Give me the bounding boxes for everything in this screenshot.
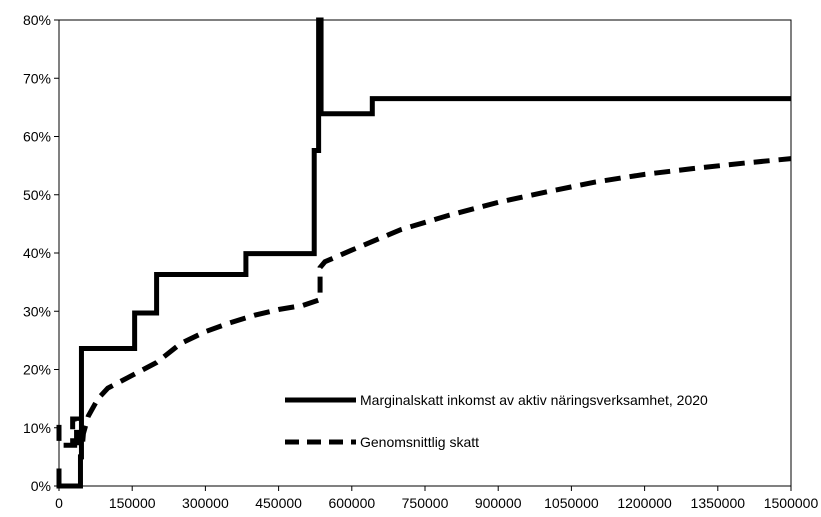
legend-label-genomsnittlig: Genomsnittlig skatt — [360, 434, 479, 450]
series-genomsnittlig-skatt-line — [56, 156, 792, 448]
y-tick-label: 30% — [23, 303, 51, 319]
x-tick-label: 1050000 — [544, 495, 599, 511]
x-tick-label: 750000 — [402, 495, 449, 511]
y-axis: 0% 10% 20% 30% 40% 50% 60% 70% 80% — [23, 12, 59, 494]
x-tick-label: 1500000 — [764, 495, 819, 511]
x-tick-label: 900000 — [475, 495, 522, 511]
x-axis: 0 150000 300000 450000 600000 750000 900000 105… — [55, 486, 818, 511]
y-tick-label: 60% — [23, 129, 51, 145]
x-tick-label: 450000 — [255, 495, 302, 511]
x-tick-label: 1350000 — [691, 495, 746, 511]
x-tick-label: 0 — [55, 495, 63, 511]
x-tick-label: 600000 — [328, 495, 375, 511]
series-layer — [56, 17, 792, 489]
legend: Marginalskatt inkomst av aktiv näringsve… — [285, 392, 708, 450]
y-tick-label: 10% — [23, 420, 51, 436]
legend-label-marginalskatt: Marginalskatt inkomst av aktiv näringsve… — [360, 392, 708, 408]
y-tick-label: 0% — [31, 478, 51, 494]
y-tick-label: 80% — [23, 12, 51, 28]
series-marginalskatt-line — [56, 17, 791, 489]
y-tick-label: 70% — [23, 70, 51, 86]
y-tick-label: 20% — [23, 362, 51, 378]
x-tick-label: 150000 — [109, 495, 156, 511]
y-tick-label: 50% — [23, 187, 51, 203]
x-tick-label: 300000 — [182, 495, 229, 511]
y-tick-label: 40% — [23, 245, 51, 261]
x-tick-label: 1200000 — [617, 495, 672, 511]
